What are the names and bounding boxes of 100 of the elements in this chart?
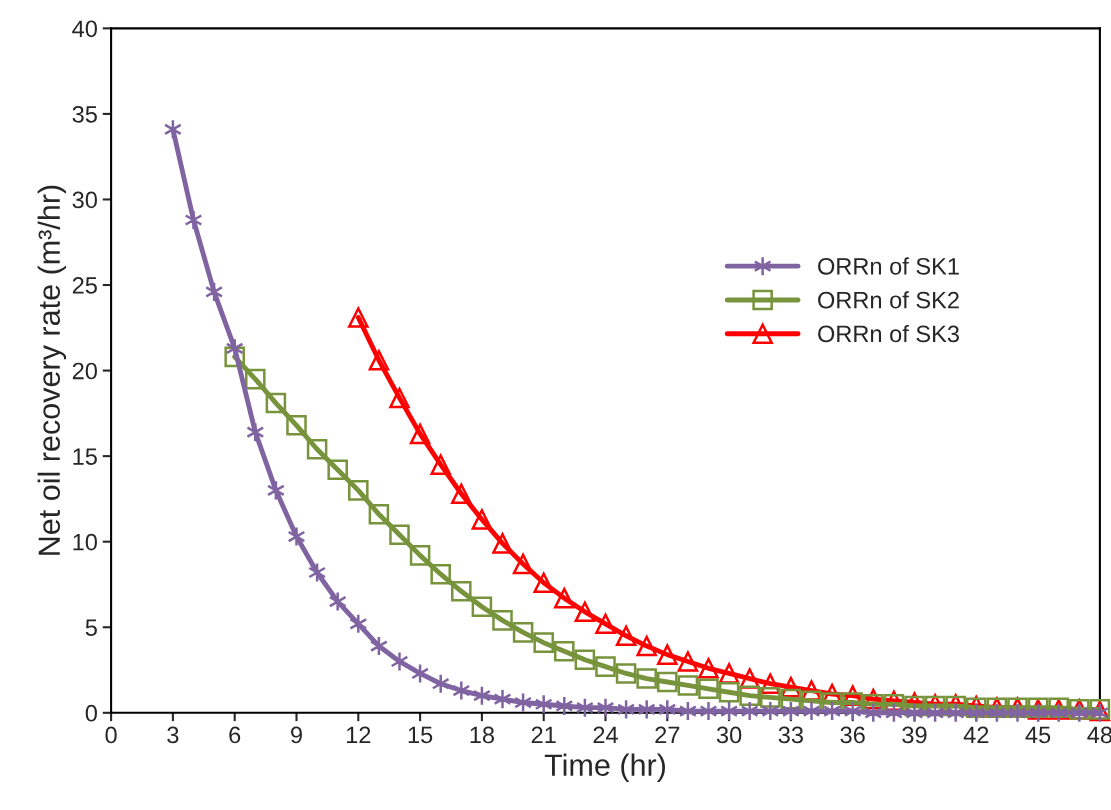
legend-label: ORRn of SK3	[818, 324, 959, 343]
point	[390, 651, 409, 672]
point	[595, 656, 616, 677]
point	[452, 680, 471, 701]
x-tick-label: 39	[902, 726, 927, 744]
point	[265, 392, 287, 414]
x-tick-label: 15	[408, 726, 433, 744]
point	[574, 601, 596, 623]
point	[596, 697, 615, 718]
point	[349, 613, 368, 635]
point	[534, 693, 553, 715]
point	[492, 610, 513, 631]
point	[615, 663, 637, 684]
y-axis-title: Net oil recovery rate (m³/hr)	[37, 185, 67, 555]
point	[430, 563, 451, 585]
x-tick-label: 42	[963, 726, 989, 744]
x-tick-label: 45	[1025, 726, 1051, 744]
point	[740, 700, 759, 722]
point	[493, 688, 512, 710]
point	[306, 439, 328, 460]
point	[471, 596, 493, 617]
point	[657, 644, 678, 665]
point	[512, 622, 534, 643]
point	[677, 651, 699, 672]
legend-label: ORRn of SK1	[818, 257, 959, 275]
point	[658, 699, 677, 720]
point	[905, 702, 924, 724]
point	[184, 209, 203, 231]
point	[245, 368, 266, 390]
x-tick-label: 3	[167, 726, 179, 744]
point	[348, 480, 369, 501]
point	[636, 668, 657, 689]
y-tick-label: 20	[72, 362, 97, 380]
point	[327, 459, 348, 481]
x-tick-label: 0	[105, 726, 117, 744]
point	[512, 553, 534, 575]
point	[657, 671, 678, 693]
point	[328, 591, 347, 612]
point	[224, 346, 245, 368]
point	[430, 454, 451, 475]
x-tick-label: 21	[531, 726, 556, 744]
point	[554, 640, 575, 662]
point	[555, 695, 574, 717]
x-axis-title: Time (hr)	[544, 753, 665, 783]
point	[389, 387, 410, 409]
point	[409, 545, 431, 566]
y-tick-label: 5	[85, 619, 97, 637]
point	[1008, 702, 1027, 724]
point	[595, 613, 616, 635]
x-tick-label: 24	[593, 726, 618, 744]
y-tick-label: 25	[72, 277, 97, 294]
y-tick-label: 40	[72, 20, 97, 38]
x-tick-label: 48	[1087, 726, 1111, 744]
point	[492, 533, 513, 554]
x-tick-label: 6	[229, 726, 241, 744]
x-tick-label: 33	[778, 726, 803, 744]
point	[225, 338, 244, 359]
y-tick-label: 15	[73, 448, 97, 465]
point	[739, 685, 760, 706]
point	[760, 687, 781, 708]
point	[554, 587, 575, 609]
point	[409, 423, 431, 445]
point	[431, 673, 450, 694]
point	[389, 524, 410, 546]
x-tick-label: 30	[716, 726, 742, 744]
point	[246, 421, 265, 443]
point	[287, 526, 306, 547]
point	[368, 504, 390, 525]
point	[864, 702, 883, 724]
point	[533, 632, 554, 653]
point	[574, 649, 596, 671]
point	[451, 581, 472, 602]
point	[368, 350, 390, 371]
point	[843, 700, 862, 722]
point	[471, 509, 493, 530]
point	[698, 678, 719, 700]
y-tick-label: 30	[72, 191, 97, 209]
point	[637, 699, 656, 720]
x-tick-label: 36	[840, 726, 865, 744]
x-tick-label: 12	[346, 726, 371, 744]
point	[761, 700, 780, 722]
y-tick-label: 10	[73, 533, 97, 551]
x-tick-label: 27	[655, 726, 680, 744]
legend-label: ORRn of SK2	[818, 291, 959, 309]
point	[698, 658, 719, 679]
point	[636, 635, 657, 657]
y-tick-label: 0	[85, 704, 97, 722]
point	[802, 700, 821, 722]
x-tick-label: 18	[470, 726, 494, 744]
y-tick-label: 35	[72, 105, 97, 123]
point	[451, 483, 472, 505]
point	[286, 415, 307, 436]
point	[946, 702, 965, 724]
point	[615, 625, 637, 647]
point	[967, 702, 986, 724]
point	[780, 688, 802, 710]
point	[699, 700, 718, 722]
point	[348, 307, 369, 328]
point	[718, 681, 740, 703]
point	[677, 675, 699, 696]
